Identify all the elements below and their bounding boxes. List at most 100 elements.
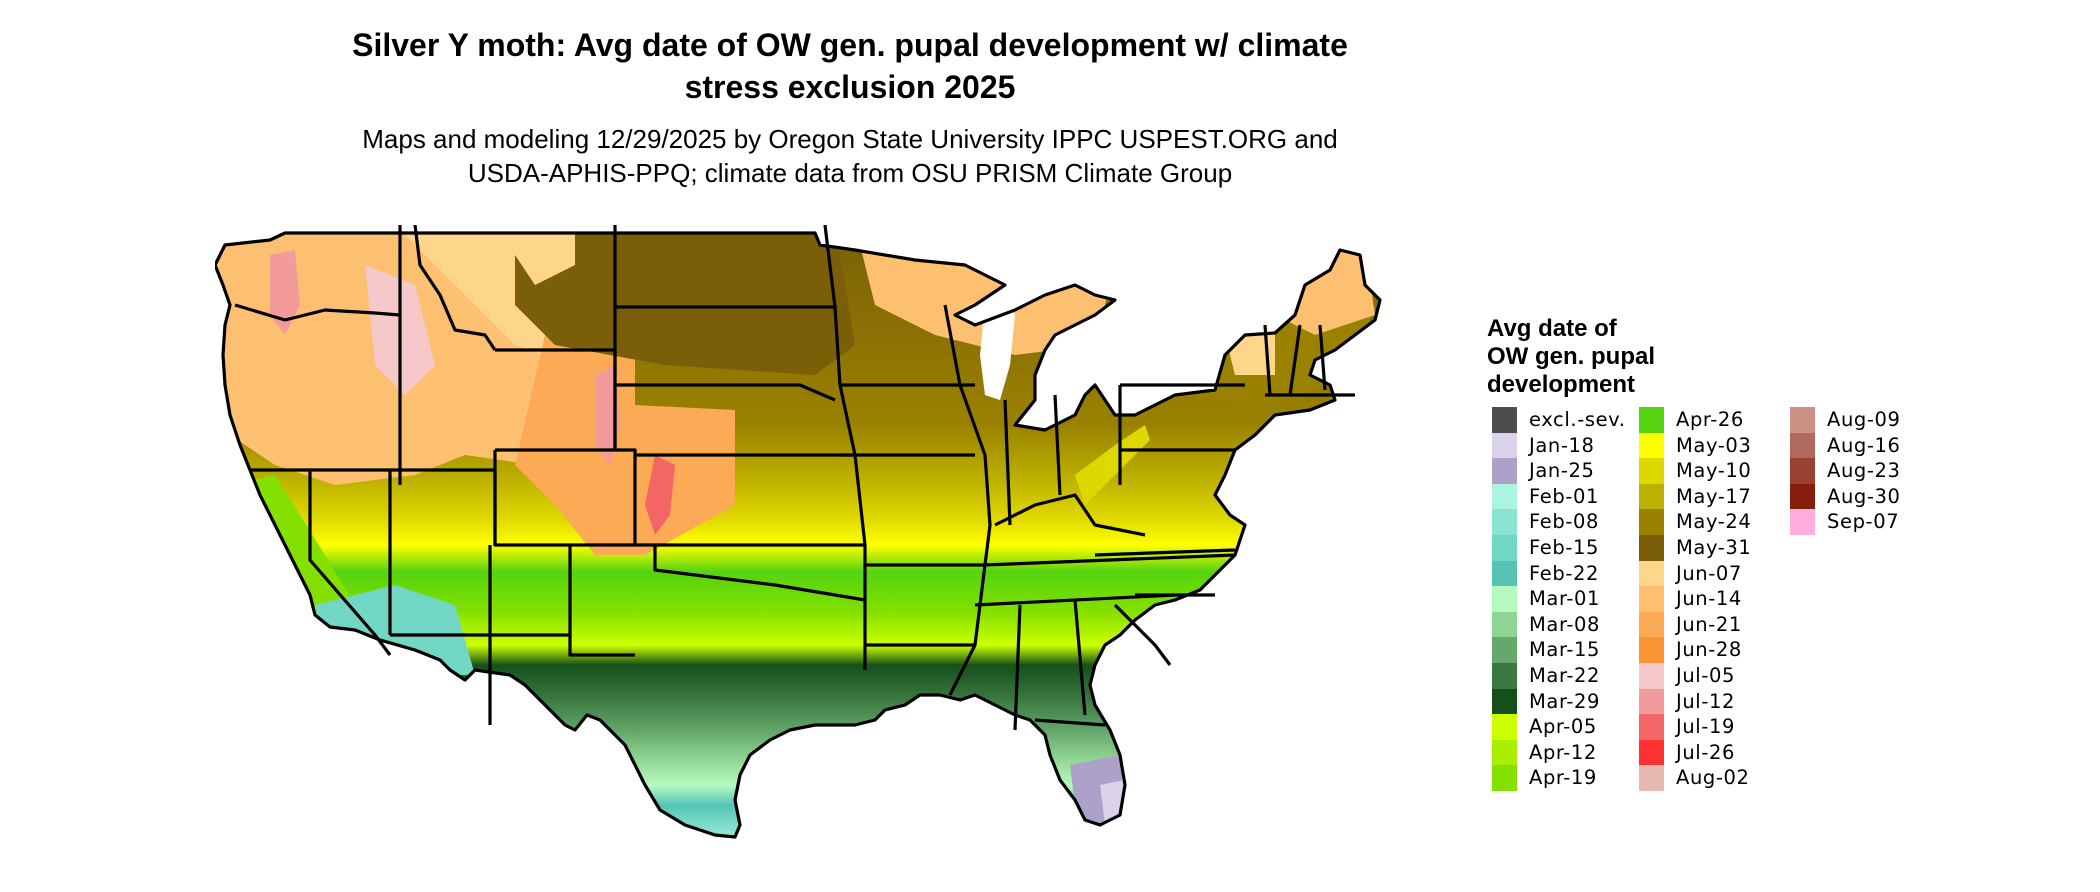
legend-label: Jul-05 [1676,664,1735,687]
legend-item: Apr-05 [1487,714,1627,740]
state-borders [215,225,1382,839]
us-map [215,225,1382,839]
legend-label: Aug-30 [1827,484,1901,508]
border-il-in [1003,399,1012,526]
legend-label: Apr-19 [1529,766,1597,790]
legend-swatch [1492,637,1517,663]
legend-item: May-31 [1634,535,1774,561]
legend-item: Apr-12 [1487,739,1627,766]
legend-title: Avg date of OW gen. pupal development [1487,315,1707,399]
legend-title-line-1: Avg date of [1487,315,1617,342]
legend-swatch [1639,611,1664,638]
legend-item: Jun-28 [1634,637,1774,663]
border-sd-ne [615,383,836,402]
map-subtitle-line-1: Maps and modeling 12/29/2025 by Oregon S… [362,124,1338,154]
legend-swatch [1492,765,1517,791]
legend-item: Feb-15 [1487,535,1627,561]
legend-label: May-10 [1676,459,1752,483]
legend-item: Aug-23 [1785,458,1925,484]
map-subtitle-line-2: USDA-APHIS-PPQ; climate data from OSU PR… [467,158,1233,188]
legend-swatch [1790,509,1815,535]
legend-label: Mar-01 [1529,587,1600,611]
legend-item: Jul-26 [1634,739,1774,766]
legend-swatch [1492,535,1517,561]
legend-label: Jul-19 [1676,715,1735,739]
legend-swatch [1492,483,1517,510]
legend-item: Mar-01 [1487,586,1627,612]
legend-swatch [1639,560,1664,587]
legend-label: Mar-29 [1529,689,1600,713]
legend-item: Jan-18 [1487,432,1627,459]
legend-swatch [1492,458,1517,484]
legend-label: Mar-15 [1529,638,1600,662]
border-ok-tx [653,545,866,602]
legend-label: Apr-12 [1529,740,1597,764]
legend-item: Aug-30 [1785,483,1925,510]
legend-item: Sep-07 [1785,509,1925,535]
legend-swatch [1639,765,1664,791]
legend-label: Jun-07 [1676,561,1742,585]
map-title-line-2: stress exclusion 2025 [684,69,1016,105]
legend-swatch [1492,688,1517,715]
legend-item: Jun-07 [1634,560,1774,587]
legend-label: Aug-09 [1827,408,1901,431]
legend-swatch [1790,458,1815,484]
border-id-mt [413,225,497,351]
border-al-ga [1073,599,1087,716]
region-dakota-patches [515,233,575,285]
legend-label: Sep-07 [1827,510,1900,534]
legend-item: Feb-01 [1487,483,1627,510]
legend-item: Apr-19 [1487,765,1627,791]
legend-item: Aug-16 [1785,432,1925,459]
legend-item: Feb-08 [1487,509,1627,535]
border-ca-nv [308,470,392,656]
border-in-oh [1053,394,1062,496]
map-title-line-1: Silver Y moth: Avg date of OW gen. pupal… [352,27,1348,63]
legend-swatch [1639,432,1664,459]
legend-label: May-24 [1676,510,1752,534]
legend-swatch [1492,714,1517,740]
border-vt-nh [1288,324,1302,396]
legend-item: Mar-08 [1487,611,1627,638]
border-nh-me [1318,324,1327,391]
legend-title-line-2: OW gen. pupal [1487,343,1655,370]
legend-label: Aug-16 [1827,433,1901,457]
legend-label: Feb-01 [1529,484,1599,508]
legend-swatch [1492,611,1517,638]
legend-swatch [1639,458,1664,484]
legend-swatch [1639,637,1664,663]
legend-item: May-24 [1634,509,1774,535]
legend-item: May-10 [1634,458,1774,484]
legend-item: Jul-12 [1634,688,1774,715]
legend-swatch [1492,739,1517,766]
border-va-nc [1094,548,1236,557]
map-legend: Avg date of OW gen. pupal development ex… [1487,315,1900,791]
legend-label: Feb-15 [1529,536,1599,559]
legend-swatch [1639,739,1664,766]
legend-item: May-17 [1634,483,1774,510]
legend-swatch [1790,432,1815,459]
legend-item: Jul-05 [1634,663,1774,689]
border-ms-al [1013,604,1022,731]
region-high-peaks-co [645,455,675,535]
legend-label: May-03 [1676,433,1752,457]
legend-label: May-17 [1676,484,1752,508]
legend-label: Jun-28 [1676,638,1742,662]
legend-item: Jun-14 [1634,586,1774,612]
legend-swatch [1492,663,1517,689]
legend-swatch [1492,407,1517,433]
legend-item: Aug-02 [1634,765,1774,791]
legend-label: Jul-26 [1676,740,1735,764]
region-rockies [515,335,735,555]
legend-swatch [1492,560,1517,587]
border-ky-tn [984,553,1236,567]
legend-swatch [1639,407,1664,433]
border-ky-north [994,493,1146,537]
legend-swatch [1639,535,1664,561]
legend-item: Jun-21 [1634,611,1774,638]
region-northern-plains [515,233,855,375]
legend-swatch [1492,586,1517,612]
legend-swatch [1492,509,1517,535]
legend-label: Jun-14 [1676,587,1742,611]
legend-label: Jan-25 [1529,459,1595,483]
